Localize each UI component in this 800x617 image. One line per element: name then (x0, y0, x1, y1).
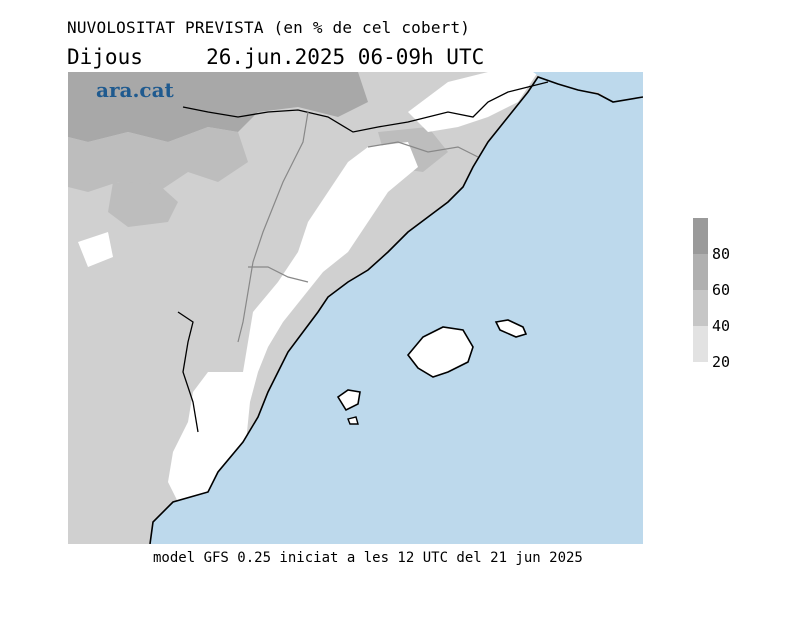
island-menorca (494, 319, 528, 338)
map-title: NUVOLOSITAT PREVISTA (en % de cel cobert… (67, 18, 471, 37)
model-footer: model GFS 0.25 iniciat a les 12 UTC del … (153, 550, 583, 566)
cloud-zone-patch (108, 182, 178, 227)
legend-label-20: 20 (712, 353, 731, 371)
cloud-cover-map (68, 72, 643, 544)
ara-cat-logo: ara.cat (96, 78, 174, 102)
legend-label-80: 80 (712, 245, 731, 263)
mediterranean-sea (533, 72, 643, 102)
legend-label-60: 60 (712, 281, 731, 299)
border-france-spain (182, 81, 549, 133)
border-catalonia-aragon (237, 111, 309, 343)
legend-label-40: 40 (712, 317, 731, 335)
border-internal-north (367, 141, 479, 158)
clear-zone-north (408, 72, 538, 132)
legend-swatch-60-80 (693, 254, 708, 290)
cloud-zone-dense (68, 127, 248, 192)
island-mallorca (406, 326, 474, 378)
border-valencia-south (177, 311, 199, 433)
border-catalonia-valencia (248, 266, 309, 283)
cloud-zone-heavy (68, 72, 368, 142)
forecast-day: Dijous (67, 45, 143, 69)
legend-swatch-40-60 (693, 290, 708, 326)
island-formentera (347, 416, 359, 425)
forecast-date: 26.jun.2025 06-09h UTC (206, 45, 485, 69)
island-eivissa (336, 389, 361, 412)
map-subtitle: Dijous 26.jun.2025 06-09h UTC (67, 45, 484, 69)
clear-zone-ebro (168, 142, 418, 512)
coastline (149, 76, 643, 544)
clear-zone-patch (78, 232, 113, 267)
legend-swatch-top (693, 218, 708, 254)
sea-main (150, 77, 643, 544)
legend-swatch-20-40 (693, 326, 708, 362)
cloud-cover-legend (693, 218, 708, 362)
